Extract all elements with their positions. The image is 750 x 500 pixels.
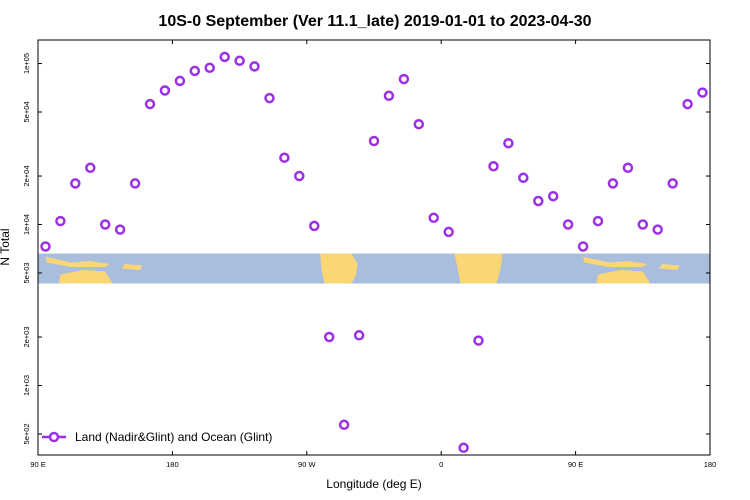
data-point	[129, 178, 141, 189]
land-new-guinea-west	[121, 264, 143, 270]
data-point	[294, 170, 305, 182]
data-point	[219, 51, 230, 63]
data-point	[204, 62, 215, 74]
x-tick-label: 180	[704, 460, 717, 469]
data-point	[383, 90, 395, 102]
data-point	[503, 137, 514, 149]
legend: Land (Nadir&Glint) and Ocean (Glint)	[42, 430, 272, 444]
data-point	[85, 162, 96, 174]
land-indonesia-west	[45, 256, 110, 267]
data-point	[309, 220, 320, 232]
legend-label: Land (Nadir&Glint) and Ocean (Glint)	[75, 430, 272, 444]
data-point	[99, 219, 111, 230]
data-point	[279, 152, 290, 163]
land-australia-west	[58, 270, 113, 284]
x-tick-label: 90 W	[298, 460, 316, 469]
data-point	[652, 224, 663, 235]
y-tick-label: 1e+04	[22, 214, 31, 235]
chart-title: 10S-0 September (Ver 11.1_late) 2019-01-…	[158, 13, 591, 30]
data-point	[458, 442, 469, 454]
world-map-band	[38, 253, 710, 284]
x-tick-label: 0	[439, 460, 443, 469]
data-point	[697, 87, 708, 98]
legend-marker	[48, 431, 60, 443]
data-point	[562, 219, 574, 230]
data-point	[264, 92, 275, 104]
data-point	[667, 178, 678, 189]
y-tick-label: 5e+02	[22, 423, 31, 444]
data-point	[577, 241, 589, 252]
land-australia-east	[596, 270, 651, 284]
data-point	[428, 212, 439, 224]
data-point	[533, 195, 544, 207]
y-tick-label: 1e+03	[22, 375, 31, 396]
y-tick-labels: 5e+02 1e+03 2e+03 5e+03 1e+04 2e+04 5e+04 1e+05	[22, 53, 31, 445]
data-point	[413, 118, 425, 130]
data-point	[323, 331, 335, 343]
land-south-america	[320, 253, 358, 284]
plot-frame	[37, 39, 711, 456]
data-point	[547, 190, 559, 202]
data-point	[353, 330, 365, 341]
data-point	[144, 98, 156, 110]
data-point	[637, 219, 649, 230]
data-point	[607, 178, 619, 189]
data-point	[682, 98, 693, 110]
y-tick-label: 5e+04	[22, 101, 31, 122]
data-point	[174, 75, 186, 87]
x-tick-label: 90 E	[30, 460, 45, 469]
land-africa	[454, 253, 503, 284]
data-point	[234, 55, 245, 67]
land-new-guinea-east	[659, 264, 681, 270]
data-points	[40, 51, 708, 454]
data-point	[368, 135, 380, 147]
x-tick-label: 180	[166, 460, 179, 469]
x-tick-labels: 90 E 180 90 W 0 90 E 180	[30, 460, 716, 469]
data-point	[398, 73, 410, 85]
data-point	[249, 61, 260, 72]
data-point	[488, 161, 499, 172]
data-point	[473, 335, 484, 346]
data-point	[189, 65, 201, 77]
y-tick-label: 2e+03	[22, 326, 31, 347]
x-tick-label: 90 E	[568, 460, 583, 469]
y-tick-label: 1e+05	[22, 53, 31, 74]
axis-ticks	[37, 40, 711, 455]
data-point	[443, 226, 454, 238]
data-point	[622, 162, 634, 174]
y-tick-label: 2e+04	[22, 166, 31, 187]
data-point	[338, 419, 350, 431]
land-indonesia-east	[583, 256, 648, 267]
x-axis-label: Longitude (deg E)	[326, 477, 421, 491]
y-tick-label: 5e+03	[22, 262, 31, 283]
data-point	[518, 172, 529, 184]
data-point	[592, 215, 604, 227]
data-point	[114, 224, 126, 235]
y-axis-label: N Total	[0, 228, 12, 265]
data-point	[55, 215, 66, 227]
data-point	[159, 85, 171, 96]
data-point	[40, 241, 51, 252]
data-point	[70, 178, 81, 189]
